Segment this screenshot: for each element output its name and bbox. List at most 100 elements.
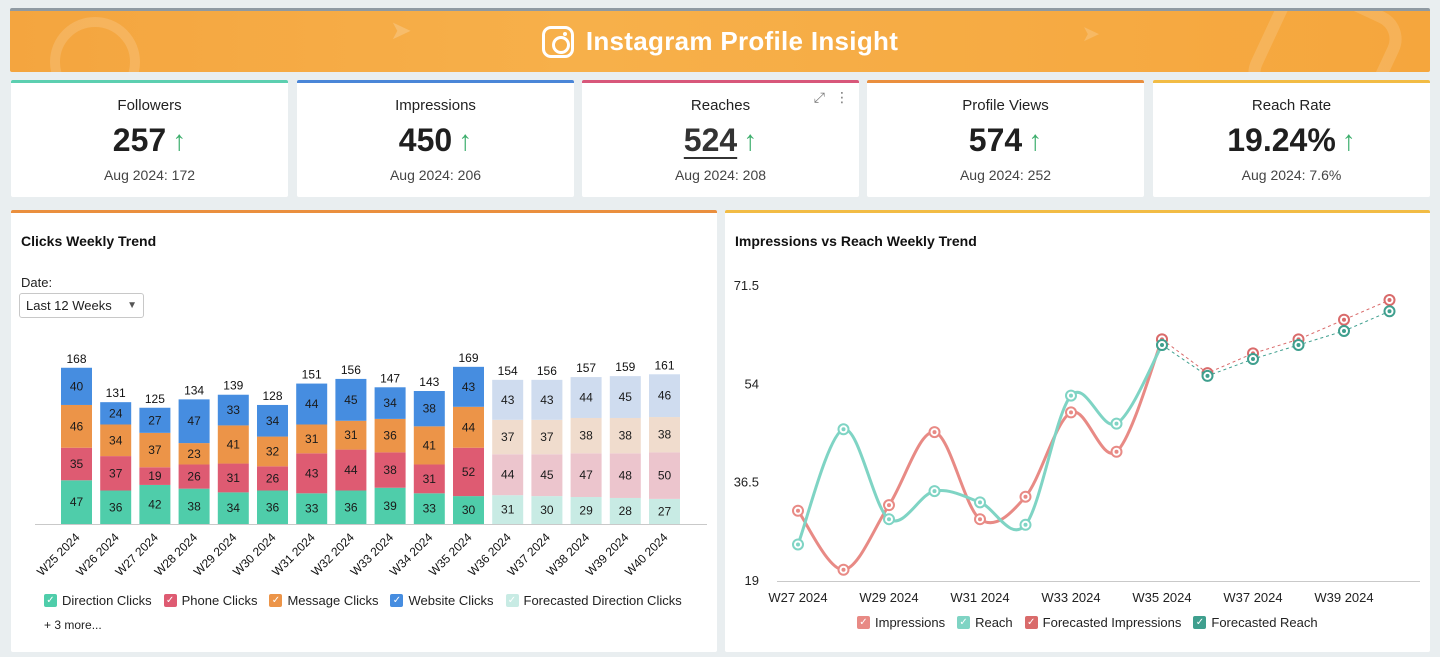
bar-total-label: 156 xyxy=(341,363,361,377)
bar-segment xyxy=(178,443,210,465)
checkbox-icon[interactable]: ✓ xyxy=(1024,616,1038,629)
bar-total-label: 134 xyxy=(184,383,204,397)
y-tick-label: 54 xyxy=(745,376,759,391)
kpi-title: Reach Rate xyxy=(1251,97,1332,114)
bar-segment xyxy=(492,454,524,496)
bar-value-label: 41 xyxy=(227,437,241,451)
bar-value-label: 32 xyxy=(266,444,280,458)
expand-icon[interactable]: ⤢ xyxy=(813,89,825,105)
kpi-previous: Aug 2024: 208 xyxy=(674,167,767,183)
bar-segment xyxy=(649,417,680,453)
bar-segment xyxy=(374,452,406,488)
bar-value-label: 23 xyxy=(187,447,201,461)
bar-value-label: 43 xyxy=(462,380,476,394)
bar-value-label: 26 xyxy=(266,471,280,485)
bar-segment xyxy=(453,447,484,497)
bar-segment xyxy=(139,467,171,485)
bar-value-label: 34 xyxy=(227,501,241,515)
bar-segment xyxy=(139,432,171,468)
checkbox-icon[interactable]: ✓ xyxy=(505,594,519,607)
bar-value-label: 47 xyxy=(579,468,593,482)
bar-segment xyxy=(453,406,484,448)
bar-value-label: 38 xyxy=(187,499,201,513)
legend-more-link[interactable]: + 3 more... xyxy=(44,618,102,632)
kpi-card-reaches[interactable]: ⤢ ⋮ Reaches 524 ↑ Aug 2024: 208 xyxy=(582,80,859,197)
more-options-icon[interactable]: ⋮ xyxy=(835,89,849,105)
data-point-center xyxy=(887,517,891,522)
bar-segment xyxy=(257,490,288,524)
bar-segment xyxy=(335,378,367,421)
bar-segment xyxy=(100,456,132,491)
kpi-title: Impressions xyxy=(395,97,476,114)
checkbox-icon[interactable]: ✓ xyxy=(163,594,177,607)
dashboard-header: ➤ ➤ Instagram Profile Insight xyxy=(10,8,1430,72)
x-tick-label: W39 2024 xyxy=(1314,590,1373,605)
header-decoration xyxy=(50,17,140,72)
legend-item[interactable]: ✓ Forecasted Impressions xyxy=(1024,615,1182,630)
legend-item[interactable]: ✓ Phone Clicks xyxy=(163,593,257,608)
data-point-center xyxy=(1342,317,1346,322)
x-tick-label: W29 2024 xyxy=(859,590,918,605)
bar-value-label: 37 xyxy=(148,443,162,457)
kpi-card-followers[interactable]: Followers 257 ↑ Aug 2024: 172 xyxy=(11,80,288,197)
bar-value-label: 43 xyxy=(540,393,554,407)
legend-label: Forecasted Impressions xyxy=(1042,615,1182,630)
legend-item[interactable]: ✓ Direction Clicks xyxy=(44,593,152,608)
legend-item[interactable]: ✓ Forecasted Reach xyxy=(1193,615,1318,630)
bar-value-label: 33 xyxy=(423,502,437,516)
bar-segment xyxy=(413,464,445,494)
series-line xyxy=(1161,310,1390,377)
date-range-select[interactable]: Last 12 Weeks ▼ xyxy=(19,293,144,318)
kpi-previous: Aug 2024: 7.6% xyxy=(1241,167,1342,183)
checkbox-icon[interactable]: ✓ xyxy=(269,594,283,607)
bar-total-label: 151 xyxy=(302,368,322,382)
data-point-center xyxy=(796,542,800,547)
bar-total-label: 131 xyxy=(106,386,126,400)
bar-value-label: 38 xyxy=(579,429,593,443)
legend-label: Forecasted Reach xyxy=(1211,615,1318,630)
checkbox-icon[interactable]: ✓ xyxy=(857,616,870,629)
legend-item[interactable]: ✓ Message Clicks xyxy=(269,593,378,608)
data-point-center xyxy=(1160,343,1164,347)
bar-segment xyxy=(178,464,210,489)
bar-segment xyxy=(100,490,132,524)
checkbox-icon[interactable]: ✓ xyxy=(957,616,971,629)
data-point-center xyxy=(796,508,800,513)
kpi-card-impressions[interactable]: Impressions 450 ↑ Aug 2024: 206 xyxy=(297,80,574,197)
x-tick-label: W40 2024 xyxy=(622,530,671,579)
bar-value-label: 38 xyxy=(619,429,633,443)
bar-value-label: 34 xyxy=(109,433,123,447)
bar-total-label: 168 xyxy=(66,352,86,366)
header-decoration xyxy=(1238,11,1412,72)
legend-item[interactable]: ✓ Impressions xyxy=(857,615,945,630)
kpi-value: 450 xyxy=(398,122,453,158)
kpi-card-reach-rate[interactable]: Reach Rate 19.24% ↑ Aug 2024: 7.6% xyxy=(1153,80,1430,197)
bar-segment xyxy=(649,452,680,499)
bar-total-label: 147 xyxy=(380,371,400,385)
data-point-center xyxy=(1069,410,1073,415)
bar-value-label: 33 xyxy=(227,403,241,417)
data-point-center xyxy=(1069,393,1073,398)
legend-item[interactable]: ✓ Website Clicks xyxy=(390,593,494,608)
bar-segment xyxy=(374,487,406,524)
kpi-previous: Aug 2024: 172 xyxy=(103,167,196,183)
checkbox-icon[interactable]: ✓ xyxy=(44,594,57,607)
bar-total-label: 128 xyxy=(262,389,282,403)
x-tick-label: W37 2024 xyxy=(1223,590,1282,605)
kpi-card-profile-views[interactable]: Profile Views 574 ↑ Aug 2024: 252 xyxy=(867,80,1144,197)
legend-item[interactable]: ✓ Forecasted Direction Clicks xyxy=(505,593,682,608)
checkbox-icon[interactable]: ✓ xyxy=(1193,616,1207,629)
kpi-value[interactable]: 524 xyxy=(683,122,738,158)
series-line xyxy=(796,338,1164,572)
bar-segment xyxy=(61,480,92,524)
bar-value-label: 44 xyxy=(501,468,515,482)
checkbox-icon[interactable]: ✓ xyxy=(390,594,404,607)
data-point-center xyxy=(1296,343,1301,347)
legend-item[interactable]: ✓ Reach xyxy=(957,615,1013,630)
bar-segment xyxy=(609,497,641,524)
bar-segment xyxy=(413,391,445,427)
bar-value-label: 37 xyxy=(109,466,123,480)
clicks-weekly-trend-panel: Clicks Weekly Trend Date: Last 12 Weeks … xyxy=(11,210,717,652)
x-tick-label: W31 2024 xyxy=(950,590,1009,605)
